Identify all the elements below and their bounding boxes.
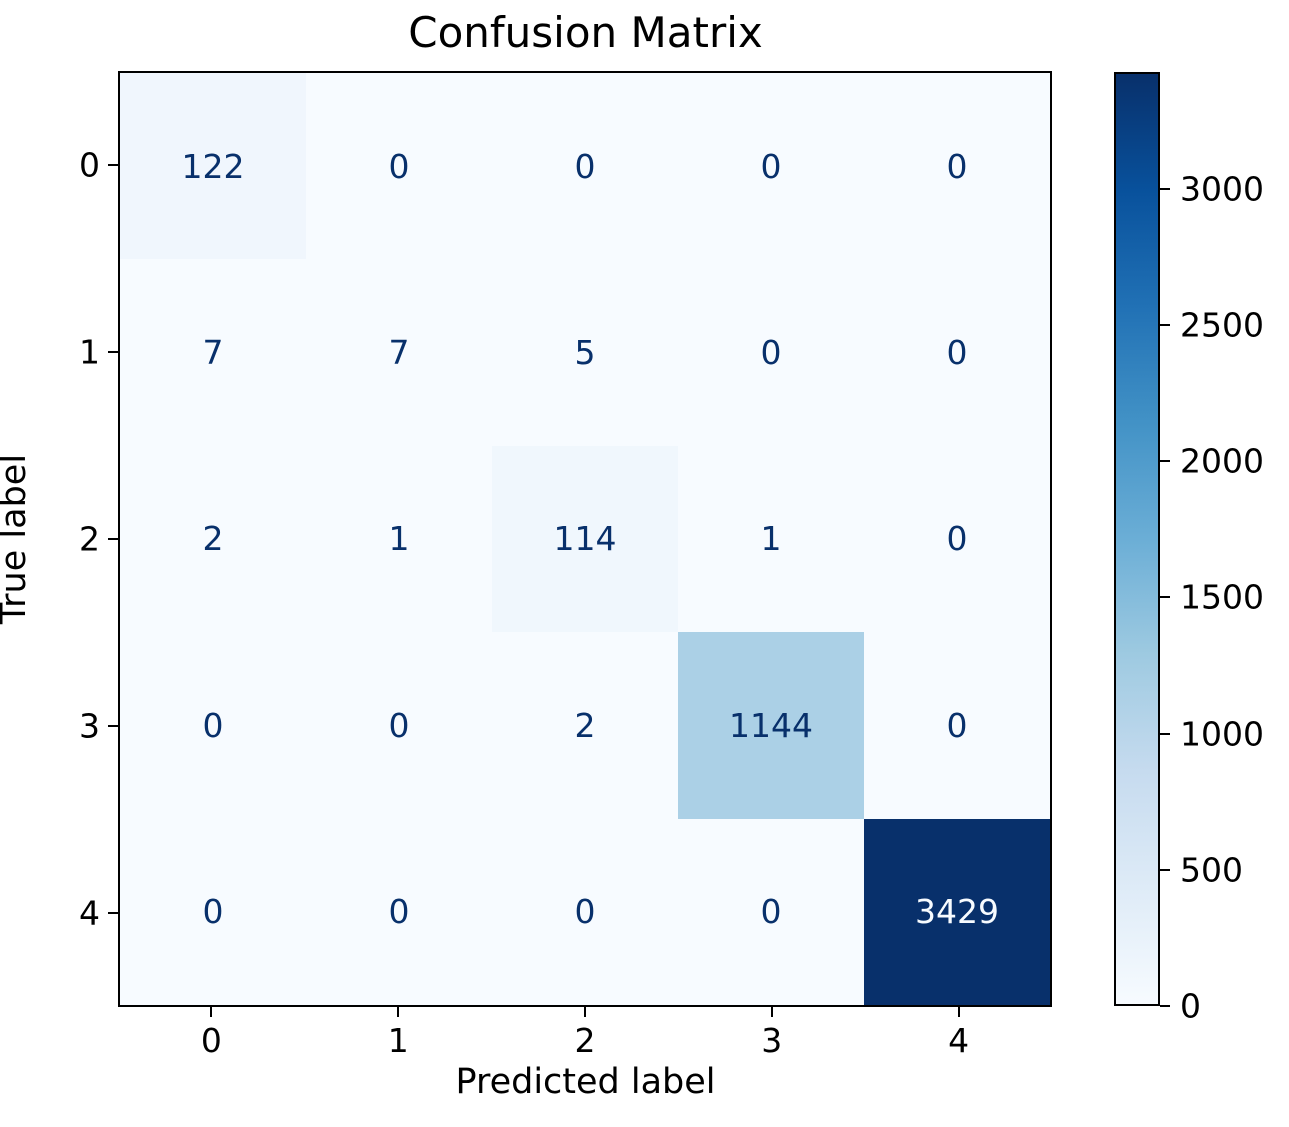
colorbar-tick-label: 2000: [1180, 441, 1264, 481]
heatmap-cell: 5: [492, 259, 678, 446]
y-tick-mark: [108, 350, 118, 353]
heatmap-cell: 7: [120, 259, 306, 446]
heatmap-cell: 7: [306, 259, 492, 446]
cell-value: 0: [760, 333, 782, 373]
heatmap-cell: 0: [306, 632, 492, 819]
cell-value: 0: [388, 146, 410, 186]
y-tick-mark: [108, 912, 118, 915]
colorbar-tick-label: 1000: [1180, 714, 1264, 754]
y-tick-mark: [108, 538, 118, 540]
heatmap-cell: 0: [864, 259, 1050, 446]
cell-value: 2: [574, 705, 596, 745]
cell-value: 3429: [915, 892, 999, 932]
cell-value: 0: [760, 892, 782, 932]
y-tick-mark: [108, 163, 118, 166]
colorbar-tick-mark: [1160, 596, 1170, 599]
heatmap-cell: 2: [120, 445, 306, 633]
heatmap-cell: 1: [678, 445, 864, 633]
x-tick-label: 1: [387, 1021, 409, 1060]
cell-value: 0: [760, 146, 782, 186]
heatmap-cell: 0: [306, 73, 492, 260]
cell-value: 0: [388, 892, 410, 932]
colorbar-tick-mark: [1160, 732, 1170, 735]
heatmap-cell: 0: [678, 73, 864, 260]
heatmap-cell: 0: [120, 632, 306, 819]
x-tick-mark: [770, 1007, 773, 1017]
cell-value: 0: [946, 333, 968, 373]
heatmap-cell: 0: [864, 632, 1050, 819]
heatmap-plot-area: 122 0 0 0 0 7 7 5 0 0 2 1 114 1 0 0 0 2 1144 0 0 0 0 0 3429: [118, 71, 1052, 1007]
colorbar-tick-label: 1500: [1180, 577, 1264, 617]
x-tick-mark: [584, 1007, 586, 1017]
cell-value: 0: [946, 705, 968, 745]
cell-value: 0: [946, 146, 968, 186]
heatmap-cell: 0: [120, 818, 306, 1005]
colorbar-tick-mark: [1160, 460, 1170, 463]
heatmap-cell: 0: [864, 445, 1050, 633]
colorbar-tick-label: 2500: [1180, 305, 1264, 345]
cell-value: 7: [202, 333, 224, 373]
y-tick-label: 0: [79, 145, 100, 185]
colorbar-tick-label: 3000: [1180, 169, 1264, 209]
colorbar-tick-mark: [1160, 187, 1170, 190]
cell-value: 0: [388, 705, 410, 745]
y-tick-label: 2: [79, 519, 100, 559]
y-tick-label: 1: [79, 332, 100, 372]
colorbar: [1114, 72, 1160, 1006]
chart-title: Confusion Matrix: [408, 8, 763, 57]
heatmap-cell: 1144: [678, 632, 864, 819]
heatmap-cell: 0: [864, 73, 1050, 260]
x-axis-label: Predicted label: [455, 1062, 716, 1102]
y-tick-mark: [108, 725, 118, 728]
y-tick-label: 4: [79, 893, 100, 933]
x-tick-label: 2: [574, 1021, 596, 1060]
cell-value: 0: [202, 705, 224, 745]
heatmap-cell: 0: [492, 73, 678, 260]
cell-value: 114: [553, 519, 617, 559]
heatmap-cell: 1: [306, 445, 492, 633]
cell-value: 1: [760, 519, 782, 559]
x-tick-label: 3: [761, 1021, 783, 1060]
colorbar-tick-mark: [1160, 324, 1170, 327]
heatmap-cell: 0: [306, 818, 492, 1005]
colorbar-tick-mark: [1160, 1005, 1170, 1007]
cell-value: 2: [202, 519, 224, 559]
heatmap-cell: 114: [492, 445, 678, 633]
y-tick-label: 3: [79, 706, 100, 746]
x-tick-mark: [957, 1007, 960, 1017]
heatmap-cell: 0: [678, 818, 864, 1005]
y-axis-label: True label: [0, 453, 34, 625]
x-tick-label: 4: [948, 1021, 970, 1060]
heatmap-grid: 122 0 0 0 0 7 7 5 0 0 2 1 114 1 0 0 0 2 1144 0 0 0 0 0 3429: [120, 73, 1050, 1005]
cell-value: 0: [202, 892, 224, 932]
cell-value: 0: [574, 892, 596, 932]
x-tick-label: 0: [200, 1021, 222, 1060]
cell-value: 122: [181, 146, 245, 186]
heatmap-cell: 0: [492, 818, 678, 1005]
x-tick-mark: [397, 1007, 400, 1017]
cell-value: 0: [574, 146, 596, 186]
heatmap-cell: 3429: [864, 818, 1050, 1005]
cell-value: 1: [388, 519, 410, 559]
heatmap-cell: 2: [492, 632, 678, 819]
colorbar-tick-mark: [1160, 868, 1170, 871]
x-tick-mark: [210, 1007, 213, 1017]
cell-value: 1144: [729, 705, 813, 745]
cell-value: 7: [388, 333, 410, 373]
colorbar-tick-label: 500: [1180, 850, 1243, 890]
cell-value: 0: [946, 519, 968, 559]
heatmap-cell: 122: [120, 73, 306, 260]
colorbar-tick-label: 0: [1180, 986, 1201, 1026]
heatmap-cell: 0: [678, 259, 864, 446]
cell-value: 5: [574, 333, 596, 373]
